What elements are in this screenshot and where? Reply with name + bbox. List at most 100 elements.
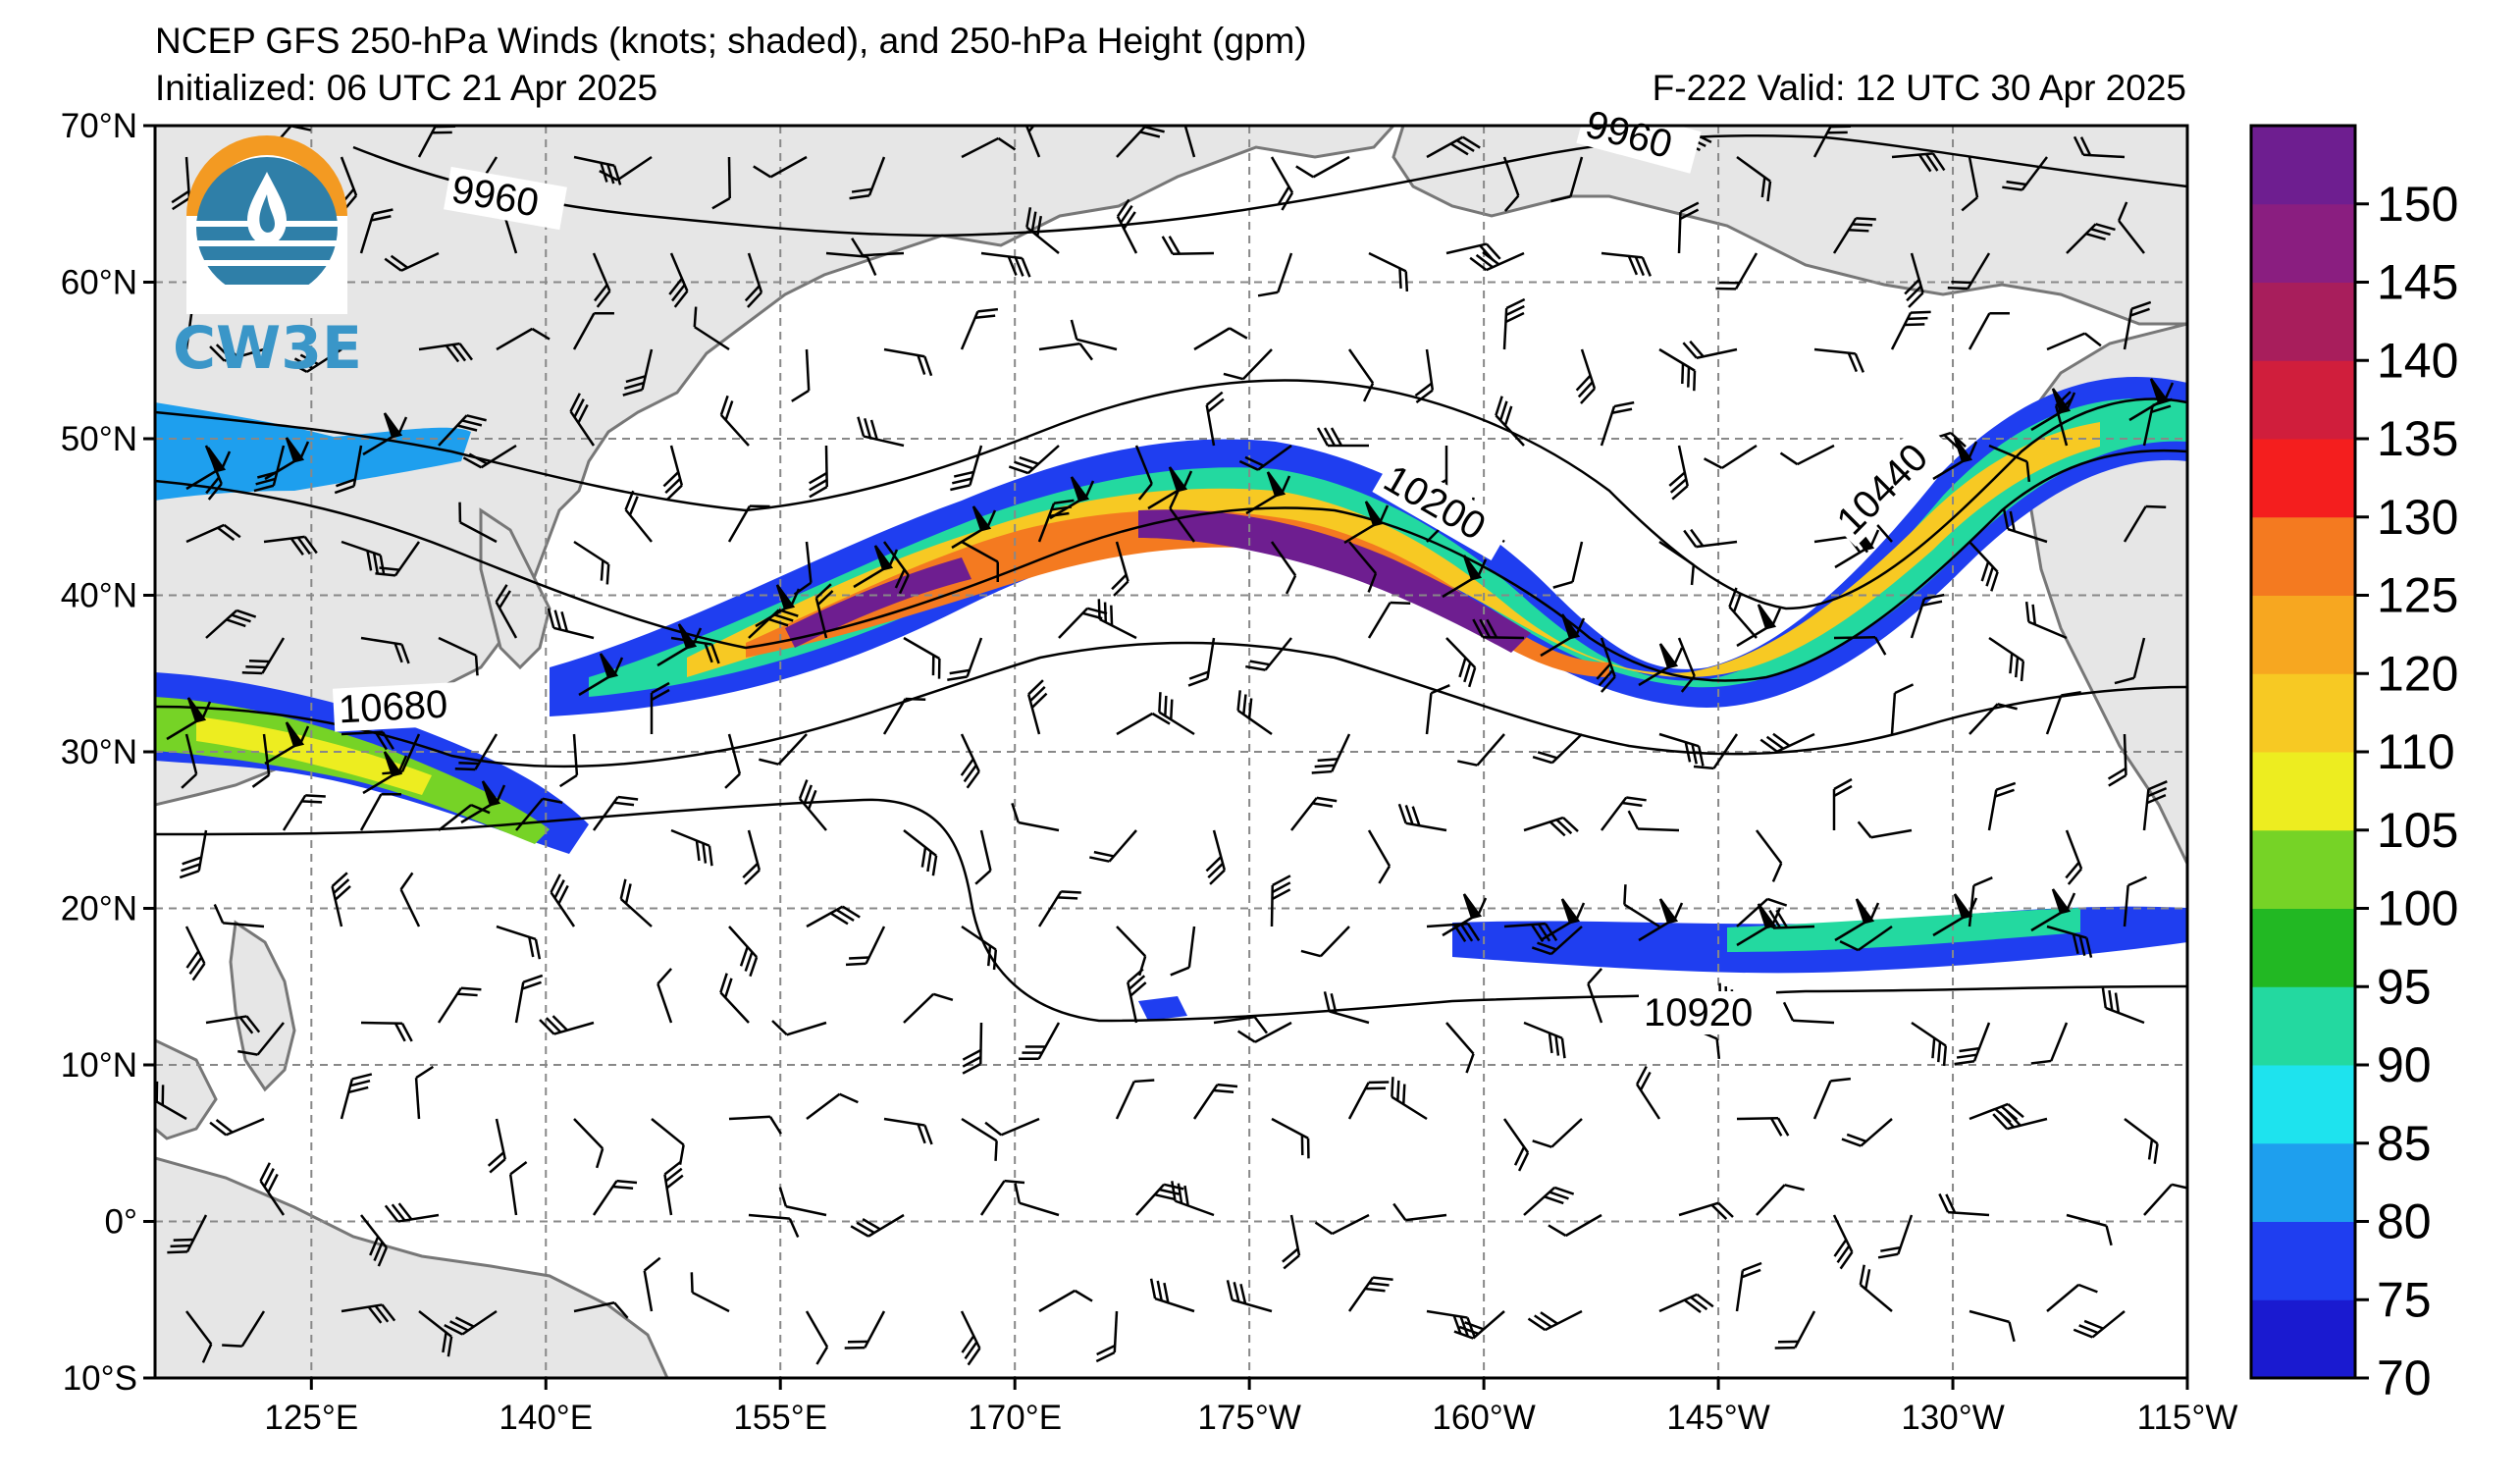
lon-tick-label: 175°W xyxy=(1197,1399,1300,1437)
wind-barb xyxy=(753,155,808,179)
wind-barb-pennant xyxy=(2030,888,2076,932)
wind-barb xyxy=(2107,733,2127,787)
wind-barb xyxy=(693,306,730,351)
wind-barb xyxy=(1969,703,2018,735)
wind-barb xyxy=(1425,684,1450,735)
wind-barb-pennant xyxy=(362,751,408,795)
wind-barb xyxy=(1502,156,1520,212)
wind-barb xyxy=(155,1081,187,1121)
wind-barb xyxy=(1910,593,1945,639)
lat-tick-label: 10°S xyxy=(63,1359,137,1398)
wind-barb xyxy=(1316,427,1369,448)
wind-barb xyxy=(1623,884,1660,928)
wind-barb xyxy=(778,1187,827,1217)
wind-barb xyxy=(1658,732,1705,767)
wind-barb xyxy=(656,968,673,1024)
wind-barb xyxy=(1025,207,1060,254)
wind-barb xyxy=(592,795,639,831)
wind-barb xyxy=(496,327,551,351)
colorbar: 70 75 80 85 90 95 100 105 110 120 125 130 135 140 145 1… xyxy=(2249,124,2458,1405)
wind-barb xyxy=(515,797,563,831)
wind-barb xyxy=(1111,541,1129,597)
wind-barb xyxy=(1693,733,1739,770)
wind-barb xyxy=(1397,803,1447,832)
wind-barb xyxy=(1008,445,1060,475)
map-content xyxy=(155,126,2187,1378)
wind-barb xyxy=(241,637,286,675)
wind-barb xyxy=(547,608,595,640)
wind-barb xyxy=(462,444,517,469)
wind-barb xyxy=(984,1117,1040,1137)
wind-barb xyxy=(1368,251,1409,292)
lon-tick-label: 155°E xyxy=(733,1399,827,1437)
wind-barb xyxy=(539,1015,595,1035)
wind-barb xyxy=(496,925,542,960)
wind-barb xyxy=(599,155,653,182)
wind-barb xyxy=(2002,156,2048,191)
wind-barb xyxy=(903,829,938,876)
wind-barb xyxy=(1587,968,1603,1024)
wind-barb xyxy=(1169,489,1196,543)
wind-barb xyxy=(2046,332,2102,351)
wind-barb xyxy=(1193,327,1248,351)
wind-barb xyxy=(1245,637,1292,671)
wind-barb xyxy=(1658,347,1697,392)
wind-barb xyxy=(1736,897,1788,927)
wind-barb xyxy=(662,445,684,501)
wind-barb xyxy=(1938,1192,1990,1217)
wind-barb xyxy=(1601,251,1652,277)
wind-barb xyxy=(1019,1022,1061,1061)
wind-barb xyxy=(1987,781,2017,831)
wind-barb xyxy=(851,238,905,257)
wind-barb xyxy=(1782,1001,1835,1025)
wind-barb xyxy=(624,490,653,543)
wind-barb xyxy=(2066,1213,2113,1246)
wind-barb xyxy=(1097,599,1137,640)
wind-barb xyxy=(1523,1021,1566,1059)
wind-barb xyxy=(1205,829,1227,885)
wind-barb xyxy=(399,872,421,927)
chart-title: NCEP GFS 250-hPa Winds (knots; shaded), … xyxy=(155,21,1307,61)
wind-barb-pennant xyxy=(1638,898,1684,942)
wind-barb xyxy=(2073,135,2126,159)
wind-barb xyxy=(1658,540,1696,586)
wind-barb-pennant xyxy=(1147,466,1193,510)
wind-barb xyxy=(857,416,905,448)
colorbar-label: 130 xyxy=(2377,490,2458,545)
wind-barb xyxy=(418,342,473,363)
wind-barb xyxy=(1759,732,1815,753)
wind-barb xyxy=(744,252,763,308)
wind-barb xyxy=(1453,1310,1505,1340)
wind-barb xyxy=(1127,968,1147,1024)
wind-barb xyxy=(2073,1310,2126,1339)
wind-barb-pennant xyxy=(1442,893,1488,937)
wind-barb xyxy=(974,829,992,885)
wind-barb xyxy=(1550,156,1584,203)
wind-barb xyxy=(1668,445,1689,501)
wind-barb xyxy=(1271,1117,1310,1159)
wind-barb xyxy=(1236,690,1273,736)
wind-barb xyxy=(622,348,654,397)
wind-barb xyxy=(651,1118,685,1165)
wind-barb xyxy=(1495,396,1525,447)
wind-barb xyxy=(360,636,410,664)
wind-barb xyxy=(331,872,351,927)
wind-barb xyxy=(844,1310,886,1350)
wind-barb xyxy=(592,1179,638,1216)
wind-barb xyxy=(2123,875,2147,927)
wind-barb xyxy=(181,733,198,789)
wind-barb xyxy=(1116,126,1165,158)
colorbar-segment xyxy=(2251,595,2355,674)
wind-barb xyxy=(2123,504,2167,543)
wind-barb xyxy=(1683,528,1738,549)
subtropical-jet-105kt xyxy=(196,716,432,795)
wind-barb xyxy=(1736,1117,1790,1137)
wind-barb xyxy=(1715,252,1759,291)
wind-barb xyxy=(558,733,579,788)
philippines-landmass xyxy=(229,920,296,1092)
wind-barb xyxy=(1988,636,2025,682)
wind-barb xyxy=(384,1202,440,1223)
jet-band-120kt xyxy=(687,422,2100,677)
colorbar-segment xyxy=(2251,1299,2355,1379)
lon-tick-label: 125°E xyxy=(264,1399,358,1437)
